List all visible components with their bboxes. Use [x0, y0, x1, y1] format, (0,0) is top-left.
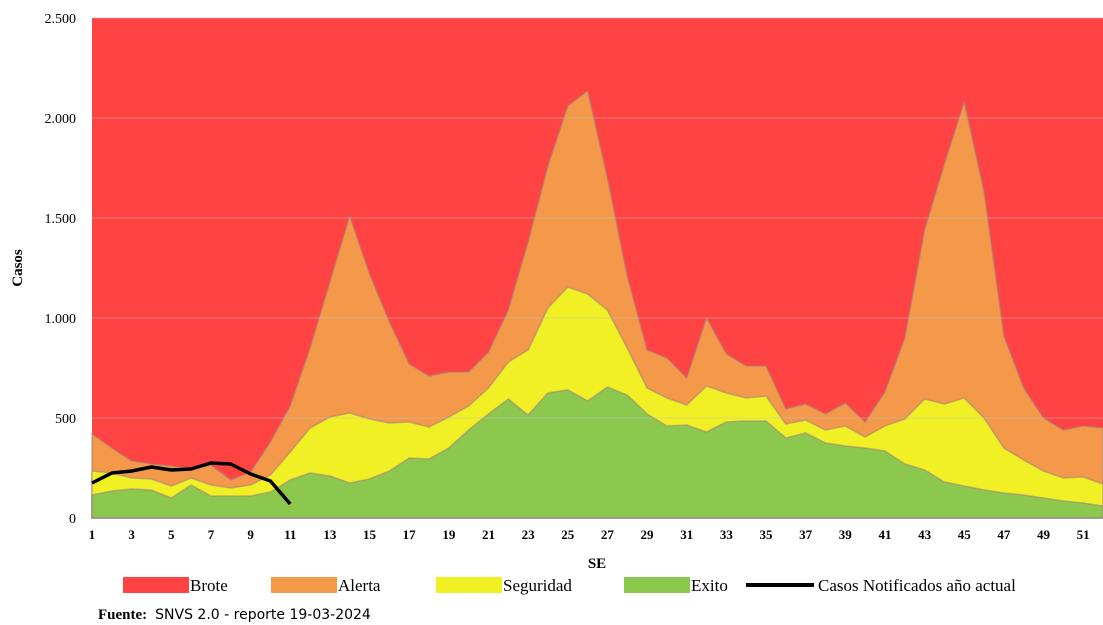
- legend-label-brote: Brote: [190, 576, 228, 595]
- x-tick-label: 31: [680, 527, 693, 542]
- legend-swatch-brote: [123, 577, 189, 593]
- legend: Brote Alerta Seguridad Exito Casos Notif…: [123, 576, 1016, 595]
- x-axis-title: SE: [588, 556, 606, 572]
- y-axis-title: Casos: [10, 249, 26, 287]
- x-tick-label: 45: [958, 527, 972, 542]
- x-tick-label: 19: [442, 527, 456, 542]
- series-line-casos: [91, 461, 292, 506]
- x-tick-label: 15: [363, 527, 377, 542]
- source-text: SNVS 2.0 - reporte 19-03-2024: [155, 607, 371, 623]
- x-tick-label: 43: [918, 527, 932, 542]
- legend-label-casos: Casos Notificados año actual: [818, 576, 1016, 595]
- x-tick-label: 17: [403, 527, 417, 542]
- x-tick-label: 3: [128, 527, 135, 542]
- x-tick-label: 21: [482, 527, 495, 542]
- legend-swatch-seguridad: [436, 577, 502, 593]
- source-note: Fuente: SNVS 2.0 - reporte 19-03-2024: [98, 606, 371, 623]
- legend-label-exito: Exito: [691, 576, 728, 595]
- x-tick-label: 27: [601, 527, 615, 542]
- current-year-line: [91, 461, 292, 506]
- x-tick-label: 37: [799, 527, 813, 542]
- y-tick-label: 1.000: [45, 312, 77, 327]
- x-tick-label: 39: [839, 527, 853, 542]
- x-tick-label: 41: [878, 527, 891, 542]
- y-tick-label: 2.000: [45, 112, 77, 127]
- source-label: Fuente:: [98, 607, 147, 623]
- y-tick-label: 2.500: [45, 12, 77, 27]
- x-tick-label: 35: [760, 527, 774, 542]
- legend-label-seguridad: Seguridad: [503, 576, 572, 595]
- x-tick-label: 29: [641, 527, 655, 542]
- x-tick-label: 33: [720, 527, 734, 542]
- x-tick-label: 25: [561, 527, 575, 542]
- x-tick-label: 49: [1037, 527, 1051, 542]
- x-axis-ticks: 1 3 5 7 9 11 13 15 17 19 21 23 25 27 29 31 33 35 37 39 41 43 4…: [89, 517, 1103, 542]
- y-tick-label: 0: [69, 512, 76, 527]
- y-tick-label: 500: [55, 412, 76, 427]
- x-tick-label: 23: [522, 527, 536, 542]
- x-tick-label: 7: [208, 527, 215, 542]
- x-tick-label: 47: [997, 527, 1011, 542]
- area-exito: [91, 386, 1103, 519]
- x-tick-label: 9: [247, 527, 254, 542]
- y-axis-ticks: 0 500 1.000 1.500 2.000 2.500: [45, 12, 77, 527]
- x-tick-label: 11: [284, 527, 296, 542]
- x-tick-label: 1: [89, 527, 96, 542]
- x-tick-label: 51: [1077, 527, 1090, 542]
- legend-swatch-alerta: [271, 577, 337, 593]
- x-tick-label: 5: [168, 527, 175, 542]
- area-bands: [91, 18, 1103, 519]
- x-tick-label: 13: [323, 527, 337, 542]
- gridlines: [92, 17, 1103, 419]
- y-tick-label: 1.500: [45, 212, 77, 227]
- legend-label-alerta: Alerta: [338, 576, 381, 595]
- legend-swatch-exito: [624, 577, 690, 593]
